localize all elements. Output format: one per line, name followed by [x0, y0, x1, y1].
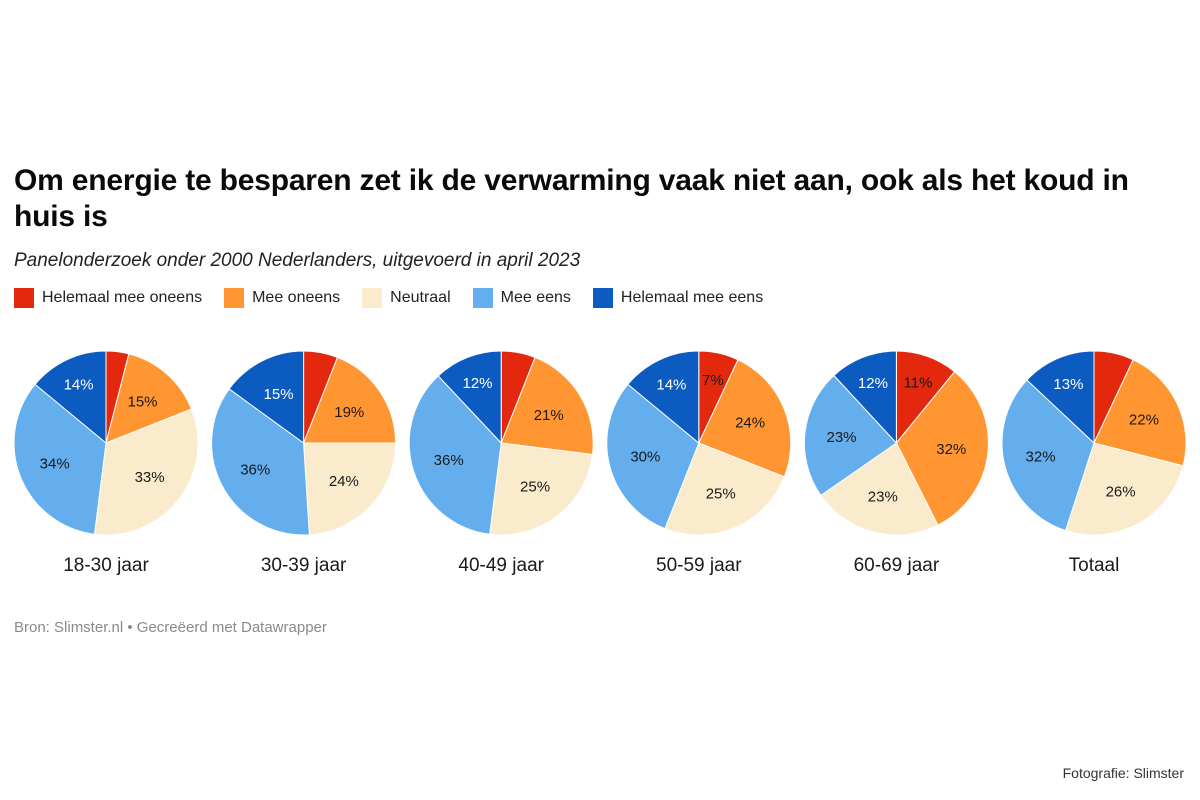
slice-label: 36%	[240, 462, 270, 479]
pie-group-label: 50-59 jaar	[656, 555, 742, 576]
pie-group-label: 18-30 jaar	[63, 555, 149, 576]
slice-label: 25%	[520, 479, 550, 496]
pie-slice	[34, 350, 107, 445]
pie-50-59-jaar: 7% 24% 25% 30% 14% 50-59 jaar	[606, 350, 792, 576]
pie-slice	[1064, 442, 1184, 536]
slice-label: 21%	[534, 407, 564, 424]
pie-slice	[1026, 350, 1095, 445]
pie-slice	[105, 353, 193, 444]
pie-group-label: 60-69 jaar	[854, 555, 940, 576]
legend-swatch	[472, 288, 493, 308]
pie-60-69-jaar: 11% 32% 23% 23% 12% 60-69 jaar	[803, 350, 989, 576]
legend-swatch	[362, 288, 383, 308]
pie-slice	[698, 359, 792, 478]
legend-item: Mee oneens	[224, 288, 340, 308]
slice-label: 12%	[858, 375, 888, 392]
slice-label: 15%	[264, 386, 294, 403]
pie-40-49-jaar: 21% 25% 36% 12% 40-49 jaar	[408, 350, 594, 576]
pie-slice	[303, 442, 397, 536]
slice-label: 23%	[868, 488, 898, 505]
legend-item: Neutraal	[362, 288, 451, 308]
pie-slice	[664, 442, 785, 536]
slice-label: 30%	[630, 449, 660, 466]
pie-slice	[93, 408, 199, 536]
pie-slice	[489, 442, 594, 536]
pie-slice	[803, 374, 898, 497]
pie-group-label: 30-39 jaar	[261, 555, 347, 576]
legend-item: Helemaal mee oneens	[14, 288, 202, 308]
legend-label: Helemaal mee eens	[620, 289, 764, 306]
legend-item: Mee eens	[472, 288, 571, 308]
legend-swatch	[224, 288, 245, 308]
pie-slice	[211, 388, 310, 536]
slice-label: 25%	[706, 486, 736, 503]
pie-slice	[500, 356, 594, 456]
pie-30-39-jaar: 19% 24% 36% 15% 30-39 jaar	[211, 350, 397, 576]
slice-label: 26%	[1106, 483, 1136, 500]
legend-label: Neutraal	[390, 289, 451, 306]
pie-totaal: 22% 26% 32% 13% Totaal	[1001, 350, 1187, 576]
slice-label: 13%	[1053, 376, 1083, 393]
slice-label: 32%	[936, 441, 966, 458]
pie-slice	[408, 375, 502, 535]
slice-label: 14%	[64, 377, 94, 394]
legend-swatch	[14, 288, 34, 308]
source-footer: Bron: Slimster.nl • Gecreëerd met Datawr…	[14, 619, 327, 636]
pie-slice	[895, 371, 989, 526]
legend-swatch	[592, 288, 613, 308]
slice-label: 33%	[135, 469, 165, 486]
slice-label: 34%	[40, 455, 70, 472]
pie-group-label: 40-49 jaar	[458, 555, 544, 576]
slice-label: 14%	[656, 377, 686, 394]
photo-credit: Fotografie: Slimster	[1062, 765, 1184, 781]
chart-subtitle: Panelonderzoek onder 2000 Nederlanders, …	[14, 250, 581, 271]
pie-slice	[1093, 359, 1187, 467]
slice-label: 15%	[127, 394, 157, 411]
slice-label: 22%	[1129, 411, 1159, 428]
legend-label: Mee eens	[500, 289, 571, 306]
pie-slice	[833, 350, 897, 445]
pie-slice	[627, 350, 700, 445]
slice-label: 24%	[735, 415, 765, 432]
slice-label: 32%	[1026, 449, 1056, 466]
chart-title: Om energie te besparen zet ik de verwarm…	[14, 164, 1129, 233]
pie-slice	[606, 383, 700, 530]
legend: Helemaal mee oneens Mee oneens Neutraal …	[14, 288, 785, 308]
slice-label: 12%	[462, 375, 492, 392]
pie-slice	[13, 383, 107, 535]
pie-slice	[1001, 379, 1095, 532]
legend-label: Mee oneens	[252, 289, 341, 306]
slice-label: 36%	[434, 452, 464, 469]
slice-label: 24%	[329, 473, 359, 490]
pie-charts: 15% 33% 34% 14% 18-30 jaar 19% 24% 36% 15% 30-39 …	[13, 350, 1187, 576]
pie-group-label: Totaal	[1069, 555, 1120, 576]
pie-18-30-jaar: 15% 33% 34% 14% 18-30 jaar	[13, 350, 199, 576]
legend-item: Helemaal mee eens	[592, 288, 764, 308]
slice-label: 23%	[827, 429, 857, 446]
pie-slice	[302, 356, 397, 444]
slice-label: 7%	[702, 372, 724, 389]
slice-label: 19%	[334, 404, 364, 421]
slice-label: 11%	[904, 374, 933, 391]
pie-slice	[228, 350, 305, 444]
pie-slice	[437, 350, 502, 445]
legend-label: Helemaal mee oneens	[42, 289, 203, 306]
pie-slice	[820, 442, 939, 536]
